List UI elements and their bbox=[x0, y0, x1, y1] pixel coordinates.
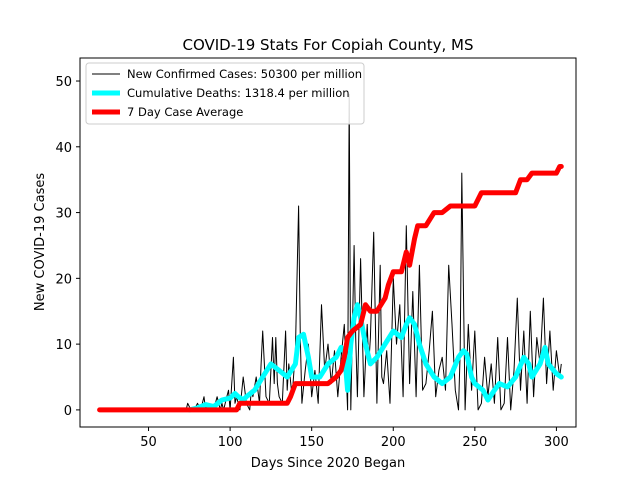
x-tick-label: 50 bbox=[140, 435, 157, 450]
legend-label-cumulative-deaths: Cumulative Deaths: 1318.4 per million bbox=[127, 86, 350, 100]
x-tick-label: 300 bbox=[544, 435, 569, 450]
y-tick-label: 0 bbox=[64, 404, 72, 419]
y-tick-label: 10 bbox=[55, 338, 72, 353]
y-tick-label: 50 bbox=[55, 75, 72, 90]
legend-box bbox=[85, 62, 365, 125]
x-tick-label: 200 bbox=[381, 435, 406, 450]
y-tick-label: 30 bbox=[55, 207, 72, 222]
series-layer bbox=[97, 93, 564, 413]
x-tick-label: 250 bbox=[462, 435, 487, 450]
y-axis-label: New COVID-19 Cases bbox=[33, 173, 48, 311]
x-tick-label: 150 bbox=[299, 435, 324, 450]
y-tick-label: 20 bbox=[55, 272, 72, 287]
legend-label-new-cases: New Confirmed Cases: 50300 per million bbox=[127, 67, 362, 81]
legend: New Confirmed Cases: 50300 per million C… bbox=[85, 62, 365, 125]
series-line-7-day-average bbox=[97, 164, 564, 413]
y-axis: 0 10 20 30 40 50 bbox=[55, 75, 80, 419]
x-axis: 50 100 150 200 250 300 bbox=[140, 427, 569, 450]
legend-label-7-day-average: 7 Day Case Average bbox=[127, 105, 243, 119]
y-tick-label: 40 bbox=[55, 141, 72, 156]
x-axis-label: Days Since 2020 Began bbox=[251, 456, 406, 471]
axes-frame bbox=[79, 57, 577, 428]
series-line-cumulative-deaths bbox=[186, 302, 564, 413]
chart-title: COVID-19 Stats For Copiah County, MS bbox=[182, 36, 473, 54]
series-line-new-cases bbox=[185, 93, 562, 411]
x-tick-label: 100 bbox=[218, 435, 243, 450]
